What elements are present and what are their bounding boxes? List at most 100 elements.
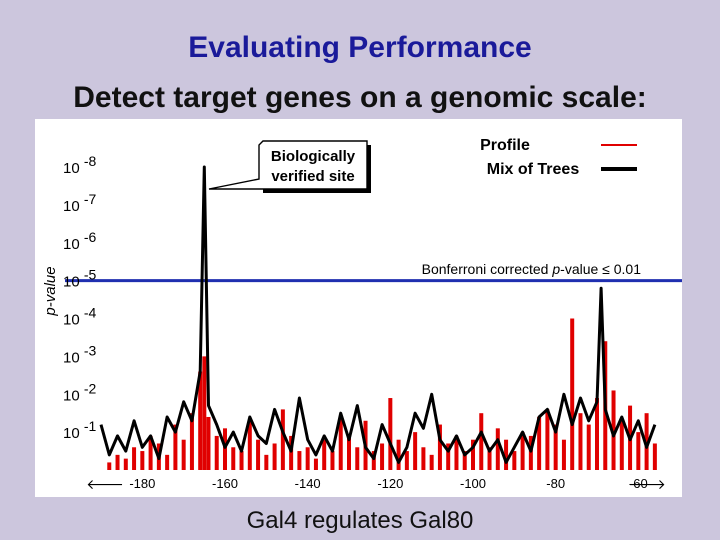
profile-bar bbox=[429, 454, 434, 470]
y-tick-label: 10 -8 bbox=[63, 153, 97, 177]
profile-bar bbox=[173, 424, 178, 470]
y-tick-label: 10 -6 bbox=[63, 229, 97, 253]
x-tick-label: -160 bbox=[212, 476, 238, 491]
profile-bar bbox=[487, 447, 492, 470]
y-tick-label: 10 -3 bbox=[63, 342, 97, 366]
profile-bar bbox=[586, 424, 591, 470]
profile-bar bbox=[148, 435, 153, 470]
y-tick-exponent: -3 bbox=[84, 342, 97, 358]
profile-bar bbox=[322, 439, 327, 470]
profile-bar bbox=[471, 439, 475, 470]
y-axis-label: p-value bbox=[42, 266, 59, 316]
profile-bar bbox=[437, 424, 442, 470]
profile-bar bbox=[115, 454, 120, 470]
profile-bar bbox=[652, 443, 657, 470]
profile-bar bbox=[214, 435, 219, 470]
y-tick-base: 10 bbox=[63, 387, 84, 404]
profile-bar bbox=[247, 420, 252, 470]
y-tick-label: 10 -5 bbox=[63, 267, 97, 291]
profile-bar bbox=[537, 416, 542, 470]
legend: Profile Mix of Trees bbox=[480, 137, 637, 178]
profile-bar bbox=[545, 409, 550, 470]
profile-bar bbox=[611, 390, 616, 470]
threshold-label-post: -value ≤ 0.01 bbox=[560, 261, 641, 277]
profile-bar bbox=[132, 447, 137, 470]
threshold-label-pre: Bonferroni corrected bbox=[422, 261, 553, 277]
profile-bar bbox=[239, 451, 244, 470]
x-tick-label: -60 bbox=[629, 476, 648, 491]
x-tick-label: -140 bbox=[295, 476, 321, 491]
profile-bar bbox=[297, 451, 302, 470]
profile-bar bbox=[371, 451, 376, 470]
profile-bar bbox=[330, 451, 335, 470]
y-tick-label: 10 -4 bbox=[63, 305, 97, 329]
profile-bar bbox=[272, 443, 277, 470]
x-axis: -180 -160 -140 -120 -100 -80 -60 🡐 🡒 bbox=[86, 476, 666, 492]
slide-caption: Gal4 regulates Gal80 bbox=[246, 507, 474, 534]
profile-bar bbox=[338, 416, 343, 470]
chart-panel: 10 -8 10 -7 10 -6 10 -5 10 -4 10 -3 10 -2 10 -1… bbox=[35, 119, 682, 497]
y-tick-base: 10 bbox=[63, 274, 84, 291]
threshold-label-p: p bbox=[551, 261, 560, 277]
y-tick-base: 10 bbox=[63, 160, 84, 177]
profile-bar bbox=[206, 416, 211, 470]
y-tick-exponent: -2 bbox=[84, 380, 97, 396]
y-tick-label: 10 -1 bbox=[63, 418, 97, 442]
legend-label-mix: Mix of Trees bbox=[487, 161, 580, 178]
profile-bar bbox=[396, 439, 401, 470]
profile-bar bbox=[231, 447, 236, 470]
profile-bar bbox=[595, 398, 599, 470]
x-axis-right-arrow: 🡒 bbox=[628, 476, 666, 492]
profile-bar bbox=[355, 447, 360, 470]
profile-bar bbox=[636, 432, 641, 470]
profile-bar bbox=[289, 435, 294, 470]
profile-bar bbox=[388, 398, 393, 470]
x-axis-left-arrow: 🡐 bbox=[86, 476, 124, 492]
profile-bar bbox=[380, 443, 385, 470]
legend-label-profile: Profile bbox=[480, 137, 530, 154]
profile-bar bbox=[198, 371, 203, 470]
profile-bar bbox=[313, 458, 318, 470]
profile-bar bbox=[619, 420, 624, 470]
profile-bar bbox=[305, 447, 310, 470]
profile-bar bbox=[570, 318, 575, 470]
x-tick-label: -80 bbox=[546, 476, 565, 491]
profile-bar bbox=[347, 435, 351, 470]
profile-bar bbox=[528, 435, 533, 470]
profile-bar bbox=[107, 462, 112, 470]
profile-bar bbox=[280, 409, 285, 470]
profile-bar bbox=[165, 454, 170, 470]
profile-bar bbox=[189, 413, 194, 470]
annotation-line1: Biologically bbox=[271, 148, 356, 165]
profile-bar bbox=[223, 428, 227, 470]
y-tick-base: 10 bbox=[63, 236, 84, 253]
y-tick-base: 10 bbox=[63, 198, 84, 215]
profile-bar bbox=[202, 356, 207, 470]
profile-bar bbox=[404, 451, 409, 470]
callout-shadow-bottom bbox=[263, 189, 371, 193]
profile-bar bbox=[553, 424, 558, 470]
profile-bar bbox=[413, 432, 418, 470]
y-tick-label: 10 -7 bbox=[63, 191, 97, 215]
annotation-line2: verified site bbox=[271, 168, 354, 185]
y-tick-base: 10 bbox=[63, 312, 84, 329]
profile-bar bbox=[504, 439, 509, 470]
profile-bar bbox=[421, 447, 426, 470]
threshold-label: Bonferroni corrected p-value ≤ 0.01 bbox=[422, 261, 642, 277]
profile-bar bbox=[479, 413, 484, 470]
profile-bar bbox=[181, 439, 186, 470]
y-tick-exponent: -1 bbox=[84, 418, 97, 434]
profile-bar bbox=[264, 454, 269, 470]
y-axis: 10 -810 -710 -610 -510 -410 -310 -210 -1 bbox=[63, 153, 97, 442]
chart: 10 -810 -710 -610 -510 -410 -310 -210 -1… bbox=[42, 137, 682, 492]
profile-bar bbox=[256, 439, 261, 470]
mix-of-trees-line bbox=[99, 165, 657, 464]
x-tick-label: -120 bbox=[377, 476, 403, 491]
profile-bar bbox=[520, 432, 525, 470]
profile-bars bbox=[107, 318, 657, 470]
profile-bar bbox=[462, 451, 467, 470]
y-tick-base: 10 bbox=[63, 349, 84, 366]
annotation-callout: Biologically verified site bbox=[208, 140, 371, 193]
profile-bar bbox=[561, 439, 566, 470]
y-tick-exponent: -7 bbox=[84, 191, 97, 207]
